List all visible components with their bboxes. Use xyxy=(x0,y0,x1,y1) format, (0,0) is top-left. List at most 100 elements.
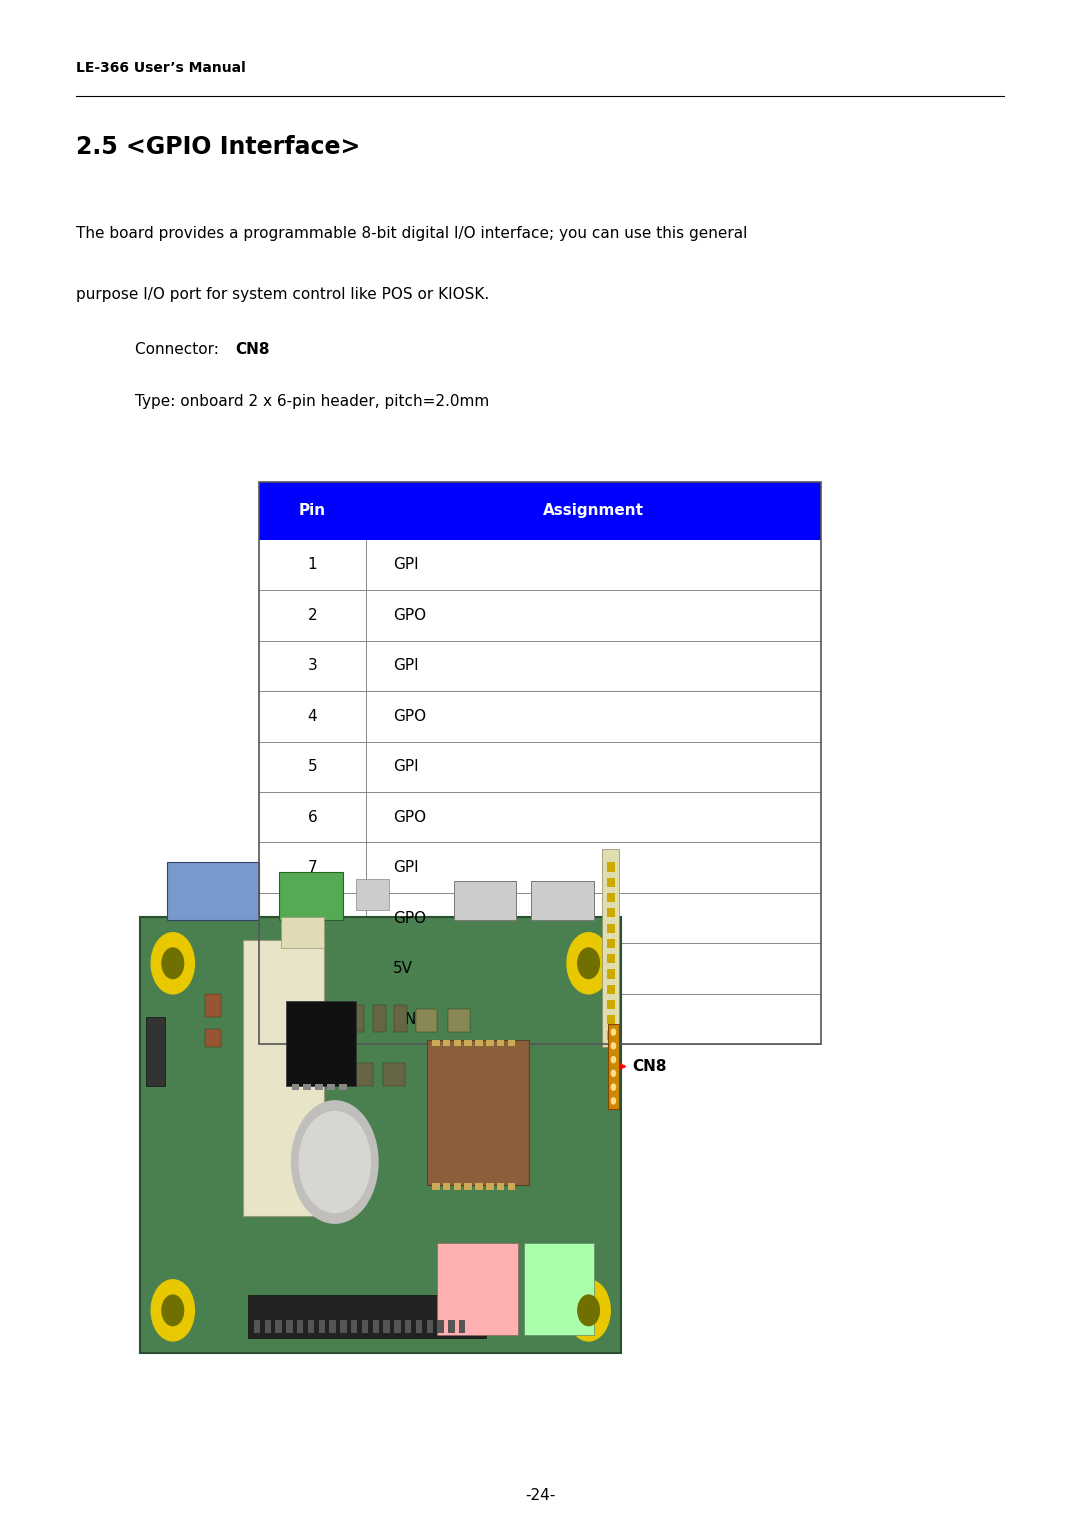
Bar xyxy=(607,1031,615,1040)
Bar xyxy=(259,482,821,1044)
Text: 9: 9 xyxy=(308,962,318,976)
Bar xyxy=(279,872,343,920)
Bar xyxy=(486,1183,494,1190)
Bar xyxy=(286,1001,356,1086)
Text: 7: 7 xyxy=(308,861,318,875)
Bar xyxy=(454,881,516,920)
Circle shape xyxy=(611,1098,616,1104)
Bar xyxy=(607,954,615,963)
Bar xyxy=(373,1320,379,1333)
Bar xyxy=(146,1017,165,1086)
Circle shape xyxy=(567,1280,610,1341)
Bar xyxy=(443,1040,450,1046)
Bar xyxy=(432,1183,440,1190)
Bar xyxy=(454,1040,461,1046)
Bar xyxy=(140,917,621,1353)
Circle shape xyxy=(151,1280,194,1341)
Text: 5: 5 xyxy=(308,760,318,774)
Text: Type: onboard 2 x 6-pin header, pitch=2.0mm: Type: onboard 2 x 6-pin header, pitch=2.… xyxy=(135,394,489,410)
Bar xyxy=(607,969,615,979)
Text: GND: GND xyxy=(393,1012,428,1026)
Bar xyxy=(508,1183,515,1190)
Bar xyxy=(405,1320,411,1333)
Bar xyxy=(448,1009,470,1032)
Bar xyxy=(297,1320,303,1333)
Text: GPI: GPI xyxy=(393,558,419,572)
Text: The board provides a programmable 8-bit digital I/O interface; you can use this : The board provides a programmable 8-bit … xyxy=(76,226,747,242)
Circle shape xyxy=(578,1295,599,1326)
Bar xyxy=(508,1040,515,1046)
Bar xyxy=(427,1320,433,1333)
Text: 2.5 <GPIO Interface>: 2.5 <GPIO Interface> xyxy=(76,135,360,159)
Bar xyxy=(259,994,821,1044)
Bar xyxy=(373,1005,386,1032)
Bar xyxy=(531,881,594,920)
Circle shape xyxy=(578,948,599,979)
Bar xyxy=(356,879,389,910)
Text: GPI: GPI xyxy=(393,659,419,673)
Circle shape xyxy=(611,1029,616,1035)
Bar xyxy=(265,1320,271,1333)
Text: 10: 10 xyxy=(302,1012,322,1026)
Bar xyxy=(459,1320,465,1333)
Circle shape xyxy=(611,1070,616,1076)
Bar xyxy=(259,792,821,842)
Circle shape xyxy=(299,1112,370,1212)
Circle shape xyxy=(162,1295,184,1326)
Text: Pin: Pin xyxy=(299,503,326,518)
Bar xyxy=(259,482,821,540)
Bar xyxy=(394,1005,407,1032)
Bar xyxy=(416,1320,422,1333)
Text: 5V: 5V xyxy=(393,962,413,976)
Bar xyxy=(427,1040,529,1185)
Bar xyxy=(607,908,615,917)
Bar xyxy=(254,1320,260,1333)
Bar xyxy=(259,691,821,742)
Bar xyxy=(524,1243,594,1335)
Bar xyxy=(205,994,221,1017)
Bar xyxy=(292,1084,299,1090)
Text: purpose I/O port for system control like POS or KIOSK.: purpose I/O port for system control like… xyxy=(76,287,489,303)
Bar xyxy=(416,1009,437,1032)
Circle shape xyxy=(162,948,184,979)
Text: Assignment: Assignment xyxy=(543,503,644,518)
Bar xyxy=(475,1040,483,1046)
Bar xyxy=(443,1183,450,1190)
Bar xyxy=(259,590,821,641)
Bar xyxy=(351,1320,357,1333)
Circle shape xyxy=(292,1101,378,1223)
Bar xyxy=(464,1183,472,1190)
Text: 2: 2 xyxy=(308,609,318,622)
Bar xyxy=(259,943,821,994)
Text: GPO: GPO xyxy=(393,709,426,723)
Text: -24-: -24- xyxy=(525,1488,555,1503)
Bar xyxy=(319,1320,325,1333)
Bar xyxy=(205,1029,221,1047)
Bar xyxy=(497,1040,504,1046)
Bar xyxy=(286,1320,293,1333)
Bar xyxy=(607,893,615,902)
Bar xyxy=(259,742,821,792)
Bar xyxy=(303,1084,311,1090)
Bar xyxy=(448,1320,455,1333)
Bar xyxy=(432,1040,440,1046)
Text: 1: 1 xyxy=(308,558,318,572)
Bar xyxy=(339,1084,347,1090)
Text: CN8: CN8 xyxy=(632,1060,666,1073)
Bar xyxy=(607,924,615,933)
Text: 3: 3 xyxy=(308,659,318,673)
Bar xyxy=(475,1183,483,1190)
Bar xyxy=(607,939,615,948)
Bar xyxy=(607,862,615,872)
Text: GPO: GPO xyxy=(393,810,426,824)
Circle shape xyxy=(611,1043,616,1049)
Bar xyxy=(607,878,615,887)
Text: CN8: CN8 xyxy=(235,342,270,358)
Bar xyxy=(351,1063,373,1086)
Bar xyxy=(243,940,324,1216)
Circle shape xyxy=(151,933,194,994)
Circle shape xyxy=(611,1057,616,1063)
Text: 8: 8 xyxy=(308,911,318,925)
Text: GPO: GPO xyxy=(393,911,426,925)
Bar xyxy=(340,1320,347,1333)
